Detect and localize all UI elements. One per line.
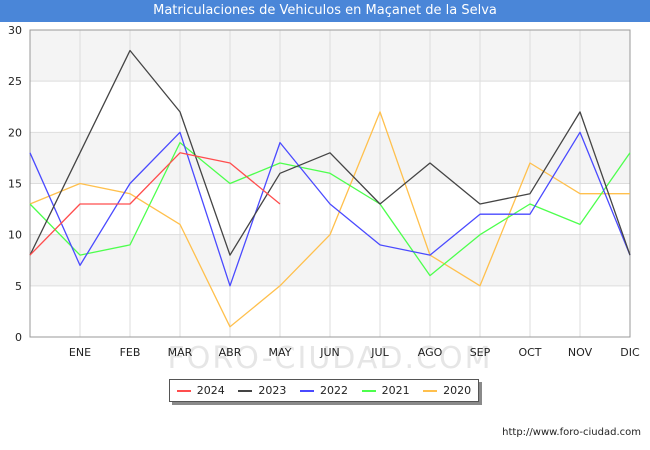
- legend-item-2023: 2023: [238, 384, 286, 397]
- series-line-2024: [29, 152, 281, 256]
- legend-swatch: [361, 389, 376, 392]
- title-bar: [0, 0, 650, 22]
- legend-swatch: [423, 389, 438, 392]
- legend-item-2021: 2021: [361, 384, 410, 397]
- legend-label: 2023: [258, 384, 287, 397]
- legend-swatch: [238, 389, 253, 392]
- plot-border: [29, 29, 631, 338]
- watermark: FORO-CIUDAD.COM: [168, 341, 493, 376]
- legend-swatch: [176, 389, 191, 392]
- x-tick-label: FEB: [120, 346, 141, 359]
- legend-swatch: [299, 389, 314, 392]
- legend-label: 2021: [381, 384, 410, 397]
- x-tick-label: ENE: [69, 346, 91, 359]
- legend-label: 2020: [443, 384, 472, 397]
- y-tick-label: 20: [8, 126, 22, 139]
- legend-item-2020: 2020: [423, 384, 471, 397]
- x-tick-label: JUN: [319, 346, 340, 359]
- x-tick-label: ABR: [219, 346, 242, 359]
- y-tick-label: 10: [8, 229, 22, 242]
- y-tick-label: 30: [8, 24, 22, 37]
- series-line-2020: [29, 111, 630, 328]
- series-line-2021: [29, 141, 631, 277]
- x-tick-label: MAR: [168, 346, 193, 359]
- y-tick-label: 25: [8, 75, 22, 88]
- legend-label: 2022: [319, 384, 348, 397]
- legend-item-2022: 2022: [299, 384, 348, 397]
- x-tick-label: JUL: [370, 346, 389, 359]
- x-tick-label: SEP: [470, 346, 491, 359]
- x-tick-label: OCT: [518, 346, 541, 359]
- source-link[interactable]: http://www.foro-ciudad.com: [502, 427, 641, 438]
- legend-item-2024: 2024: [176, 384, 225, 397]
- y-tick-label: 15: [8, 178, 22, 191]
- y-tick-label: 5: [15, 280, 22, 293]
- chart-title: Matriculaciones de Vehiculos en Maçanet …: [153, 3, 497, 18]
- y-tick-label: 0: [15, 331, 22, 344]
- x-tick-label: NOV: [568, 346, 593, 359]
- legend-label: 2024: [196, 384, 225, 397]
- chart-legend: 2024 2023 2022 2021 2020: [169, 379, 479, 402]
- series-line-2022: [29, 131, 631, 287]
- x-tick-label: DIC: [620, 346, 640, 359]
- series-line-2023: [29, 49, 631, 256]
- x-tick-label: AGO: [418, 346, 443, 359]
- x-tick-label: MAY: [269, 346, 292, 359]
